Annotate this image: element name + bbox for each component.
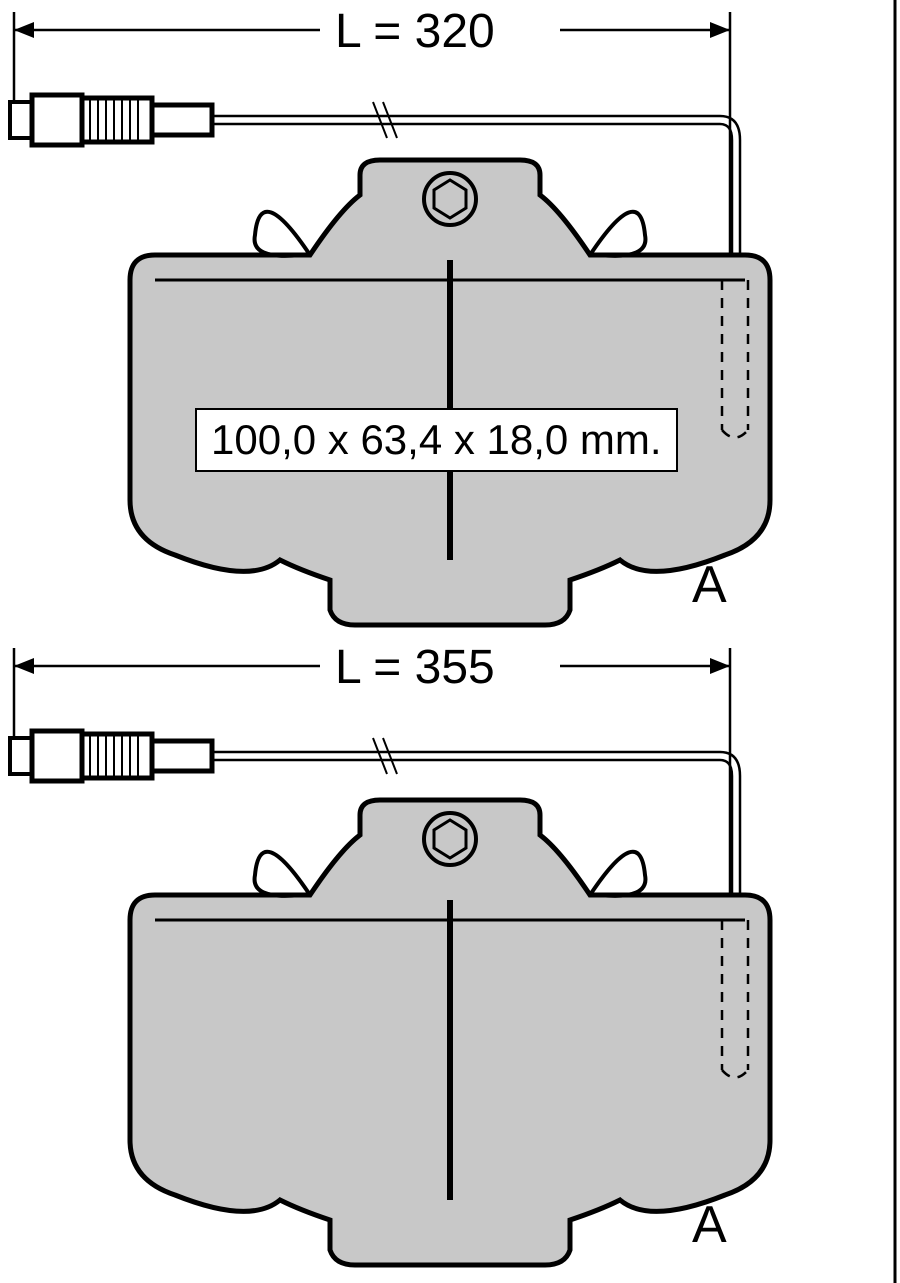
pad-dimensions-label: 100,0 x 63,4 x 18,0 mm.: [195, 408, 678, 472]
sensor-length-bottom-label: L = 355: [335, 640, 495, 695]
brake-pad-bottom: [130, 800, 770, 1265]
brake-pad-top: [130, 160, 770, 625]
sensor-length-top-label: L = 320: [335, 4, 495, 59]
brake-pad-diagram: L = 320 L = 355 100,0 x 63,4 x 18,0 mm. …: [0, 0, 900, 1283]
marker-letter-top: A: [692, 555, 727, 615]
marker-letter-bottom: A: [692, 1195, 727, 1255]
